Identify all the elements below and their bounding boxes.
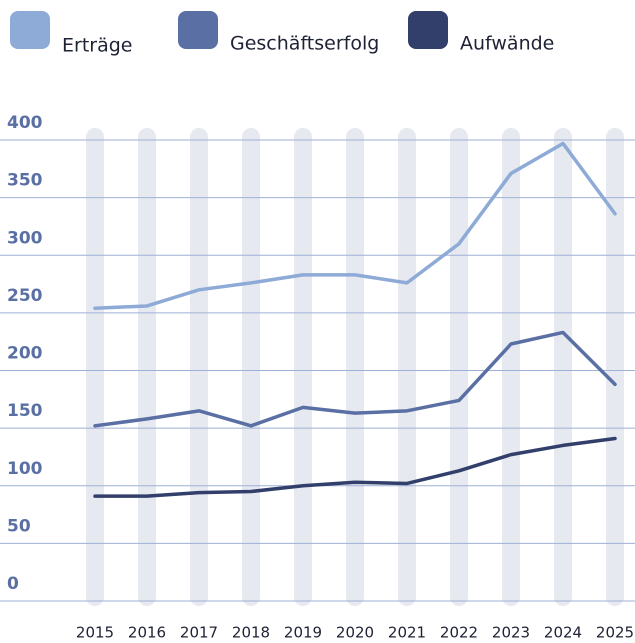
column-band (554, 128, 572, 606)
y-tick-label: 150 (7, 401, 43, 421)
column-band (138, 128, 156, 606)
x-tick-label: 2023 (492, 624, 530, 642)
y-tick-label: 350 (7, 171, 43, 191)
legend-swatch (178, 11, 218, 49)
legend-label: Geschäftserfolg (230, 33, 379, 55)
legend-swatch (10, 11, 50, 49)
series-line (93, 436, 617, 498)
column-band (86, 128, 104, 606)
column-band (606, 128, 624, 606)
x-tick-label: 2015 (76, 624, 114, 642)
y-tick-label: 50 (7, 516, 31, 536)
x-tick-label: 2024 (544, 624, 582, 642)
column-band (242, 128, 260, 606)
legend-swatch (408, 11, 448, 49)
column-band (502, 128, 520, 606)
x-tick-label: 2020 (336, 624, 374, 642)
column-band (346, 128, 364, 606)
y-tick-label: 0 (7, 574, 19, 594)
series-line (93, 141, 617, 311)
legend-label: Aufwände (460, 33, 554, 55)
column-band (450, 128, 468, 606)
x-tick-label: 2018 (232, 624, 270, 642)
column-band (398, 128, 416, 606)
series-line (93, 330, 617, 428)
y-tick-label: 200 (7, 344, 43, 364)
y-tick-label: 400 (7, 113, 43, 133)
x-tick-label: 2022 (440, 624, 478, 642)
x-tick-label: 2017 (180, 624, 218, 642)
x-tick-label: 2016 (128, 624, 166, 642)
legend-label: Erträge (62, 35, 132, 57)
x-tick-label: 2025 (596, 624, 634, 642)
y-tick-label: 250 (7, 286, 43, 306)
y-tick-label: 300 (7, 228, 43, 248)
y-tick-label: 100 (7, 459, 43, 479)
column-band (294, 128, 312, 606)
x-tick-label: 2021 (388, 624, 426, 642)
column-band (190, 128, 208, 606)
x-tick-label: 2019 (284, 624, 322, 642)
